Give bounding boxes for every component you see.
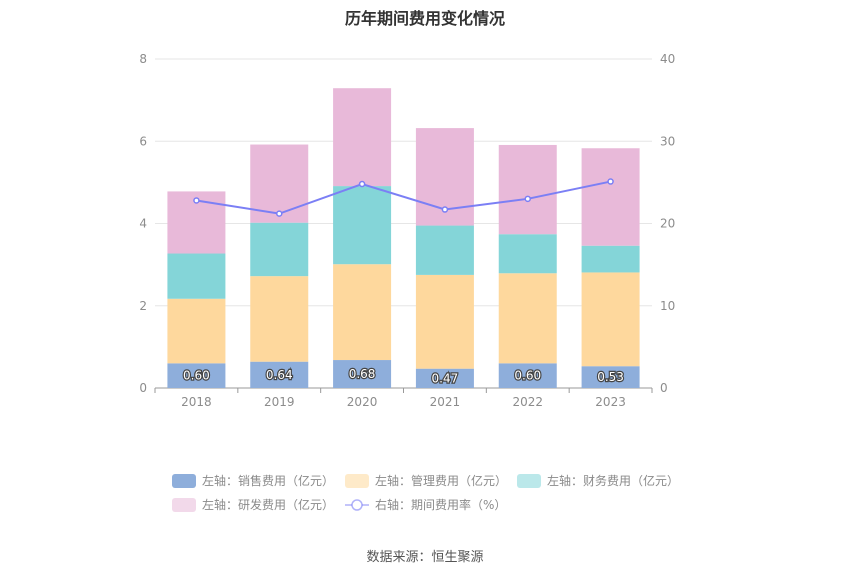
rate-point <box>358 180 366 188</box>
bar-data-label: 0.68 <box>349 367 376 381</box>
x-axis-tick-label: 2018 <box>181 395 212 409</box>
legend: 左轴：销售费用（亿元） 左轴：管理费用（亿元） 左轴：财务费用（亿元） 左轴：研发费用… <box>172 473 679 512</box>
rate-point <box>524 195 531 203</box>
legend-swatch <box>172 498 196 512</box>
chart-title: 历年期间费用变化情况 <box>344 9 505 28</box>
bar-segment-4 <box>498 144 557 235</box>
rate-point <box>441 206 449 213</box>
left-axis-tick-label: 0 <box>139 381 147 395</box>
bar-segment-1 <box>581 366 640 388</box>
bar-data-label: 0.47 <box>432 371 459 385</box>
bar-data-label: 0.60 <box>183 369 210 383</box>
rate-point <box>276 210 283 217</box>
bars <box>167 88 640 388</box>
bar-segment-3 <box>415 225 474 275</box>
right-axis-tick-label: 0 <box>660 381 668 395</box>
bar-segment-2 <box>415 274 474 369</box>
legend-swatch <box>172 474 196 488</box>
right-axis-tick-label: 40 <box>660 52 675 66</box>
bar-segment-2 <box>581 272 640 367</box>
bar-labels: 0.60 0.64 0.68 0.47 0.60 0.53 <box>182 366 625 387</box>
bar-segment-3 <box>581 245 640 273</box>
bar-data-label: 0.60 <box>514 369 541 383</box>
bar-segment-4 <box>581 148 640 246</box>
legend-label: 右轴：期间费用率（%） <box>375 497 506 512</box>
right-axis-tick-label: 10 <box>660 299 675 313</box>
left-axis-tick-label: 6 <box>139 134 147 148</box>
legend-line-marker <box>351 499 363 511</box>
bar-segment-1 <box>250 361 309 388</box>
legend-label: 左轴：管理费用（亿元） <box>375 473 507 488</box>
bar-segment-3 <box>333 186 392 265</box>
bar-segment-2 <box>333 264 392 361</box>
legend-swatch <box>517 474 541 488</box>
x-axis-tick-label: 2023 <box>595 395 626 409</box>
legend-label: 左轴：研发费用（亿元） <box>202 497 334 512</box>
bar-segment-2 <box>167 298 226 364</box>
source-note: 数据来源：恒生聚源 <box>366 550 484 565</box>
bar-segment-3 <box>498 234 557 274</box>
rate-point <box>607 178 614 185</box>
x-axis-tick-label: 2019 <box>264 395 295 409</box>
x-axis-ticks: 2018 2019 2020 2021 2022 2023 <box>154 388 653 409</box>
legend-label: 左轴：销售费用（亿元） <box>202 473 334 488</box>
bar-segment-1 <box>415 368 474 388</box>
bar-segment-4 <box>333 88 392 187</box>
x-axis-tick-label: 2020 <box>347 395 378 409</box>
bar-segment-3 <box>167 253 226 299</box>
rate-point <box>193 197 200 204</box>
bar-segment-2 <box>498 273 557 364</box>
right-axis-ticks: 0 10 20 30 40 <box>660 52 675 395</box>
bar-segment-2 <box>250 276 309 362</box>
line-series <box>193 178 614 217</box>
bar-data-label: 0.53 <box>597 370 624 384</box>
x-axis-tick-label: 2021 <box>430 395 461 409</box>
right-axis-tick-label: 30 <box>660 134 675 148</box>
bar-segment-1 <box>167 363 226 388</box>
legend-swatch <box>345 474 369 488</box>
bar-segment-1 <box>498 363 557 388</box>
legend-label: 左轴：财务费用（亿元） <box>547 473 679 488</box>
bar-data-label: 0.64 <box>266 368 293 382</box>
right-axis-tick-label: 20 <box>660 217 675 231</box>
left-axis-tick-label: 2 <box>139 299 147 313</box>
left-axis-tick-label: 8 <box>139 52 147 66</box>
bar-segment-1 <box>333 360 392 388</box>
x-axis-tick-label: 2022 <box>512 395 543 409</box>
bar-segment-3 <box>250 222 309 277</box>
left-axis-tick-label: 4 <box>139 217 147 231</box>
left-axis-ticks: 0 2 4 6 8 <box>139 52 147 395</box>
rate-line <box>196 180 611 215</box>
grid <box>155 58 652 389</box>
